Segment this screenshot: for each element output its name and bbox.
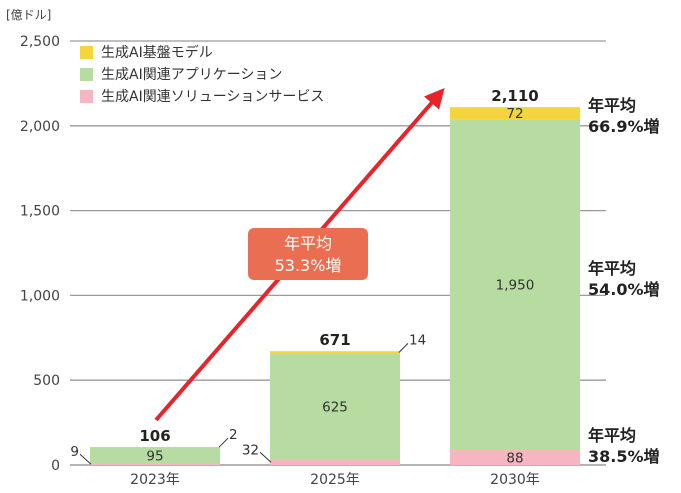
x-axis-ticks: 2023年 2025年 2030年 bbox=[130, 472, 540, 488]
y-tick-label: 2,500 bbox=[20, 34, 60, 50]
bar-segment bbox=[450, 119, 580, 451]
segment-value-label: 14 bbox=[409, 332, 426, 348]
cagr-label-line1: 年平均 bbox=[588, 96, 636, 115]
y-tick-label: 0 bbox=[51, 458, 60, 474]
growth-arrow: 年平均 53.3%増 bbox=[154, 87, 445, 422]
legend-swatch bbox=[80, 90, 93, 103]
leader-line bbox=[79, 453, 92, 465]
cagr-label-line2: 38.5%増 bbox=[588, 447, 660, 466]
y-tick-label: 2,000 bbox=[20, 119, 60, 135]
bar-total-label: 106 bbox=[139, 427, 170, 445]
segment-value-label: 1,950 bbox=[496, 278, 535, 294]
legend-swatch bbox=[80, 46, 93, 59]
bar-segment bbox=[270, 353, 400, 460]
bar-segment bbox=[450, 450, 580, 465]
legend-label: 生成AI関連ソリューションサービス bbox=[101, 89, 324, 105]
cagr-label-line2: 54.0%増 bbox=[588, 280, 660, 299]
leader-line bbox=[218, 437, 229, 448]
y-tick-label: 1,000 bbox=[20, 288, 60, 304]
y-tick-label: 1,500 bbox=[20, 204, 60, 220]
cagr-label-line1: 年平均 bbox=[588, 426, 636, 445]
segment-value-label: 625 bbox=[322, 400, 348, 416]
bar-segment bbox=[90, 447, 220, 464]
segment-value-label: 72 bbox=[506, 106, 523, 122]
segment-value-label: 95 bbox=[146, 448, 163, 464]
y-tick-label: 500 bbox=[33, 373, 60, 389]
y-axis-ticks: 0 500 1,000 1,500 2,000 2,500 bbox=[20, 34, 60, 474]
callout-box bbox=[248, 228, 368, 280]
leader-line bbox=[398, 343, 409, 353]
cagr-label-line1: 年平均 bbox=[588, 259, 636, 278]
bars: 106 671 2,110 9 95 232 625 14 88 1,950 72 bbox=[70, 87, 580, 467]
x-tick-label: 2030年 bbox=[490, 472, 540, 488]
segment-value-label: 9 bbox=[70, 444, 79, 460]
cagr-label-line2: 66.9%増 bbox=[588, 117, 660, 136]
leader-line bbox=[259, 451, 272, 463]
unit-label: [億ドル] bbox=[6, 8, 51, 22]
legend-swatch bbox=[80, 68, 93, 81]
bar-segment bbox=[450, 107, 580, 120]
bar-segment bbox=[90, 463, 220, 465]
bar-total-label: 671 bbox=[319, 331, 350, 349]
callout-line2: 53.3%増 bbox=[275, 256, 342, 275]
bar-total-label: 2,110 bbox=[491, 87, 538, 105]
x-tick-label: 2023年 bbox=[130, 472, 180, 488]
callout-line1: 年平均 bbox=[284, 234, 332, 253]
segment-value-label: 32 bbox=[242, 442, 259, 458]
legend-label: 生成AI基盤モデル bbox=[101, 44, 213, 61]
bar-segment bbox=[270, 459, 400, 465]
bar-segment bbox=[90, 447, 220, 448]
bar-segment bbox=[270, 351, 400, 354]
segment-value-label: 88 bbox=[506, 451, 523, 467]
segment-value-label: 2 bbox=[229, 427, 238, 443]
x-tick-label: 2025年 bbox=[310, 472, 360, 488]
legend-label: 生成AI関連アプリケーション bbox=[101, 67, 282, 83]
